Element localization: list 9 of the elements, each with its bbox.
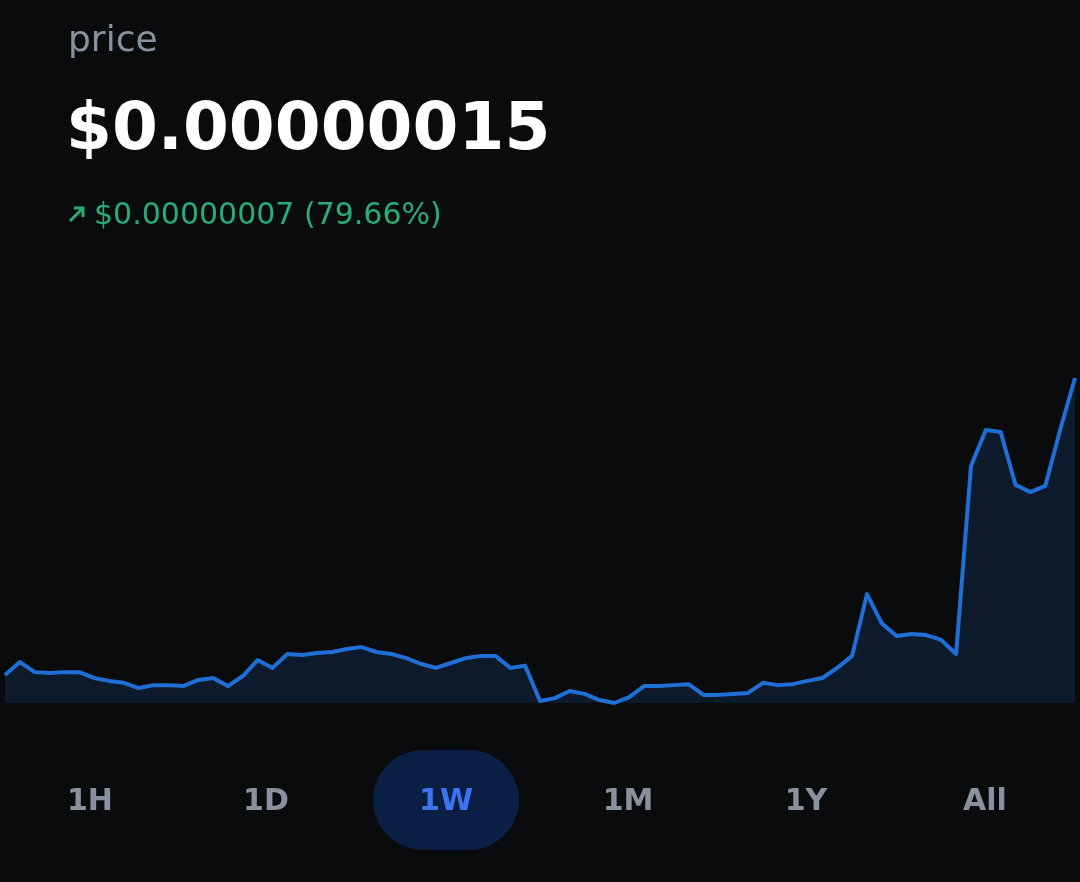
text: 1Y: [783, 781, 829, 819]
text: 1M: [601, 781, 655, 819]
text: All: [962, 781, 1008, 819]
chart-title: price: [68, 18, 158, 59]
text: 1D: [242, 781, 290, 819]
text: 1W: [373, 750, 519, 850]
text: 1H: [66, 781, 114, 819]
text: $0.00000007 (79.66%): [94, 196, 442, 231]
chart-subtitle: $0.00000015: [66, 88, 551, 165]
